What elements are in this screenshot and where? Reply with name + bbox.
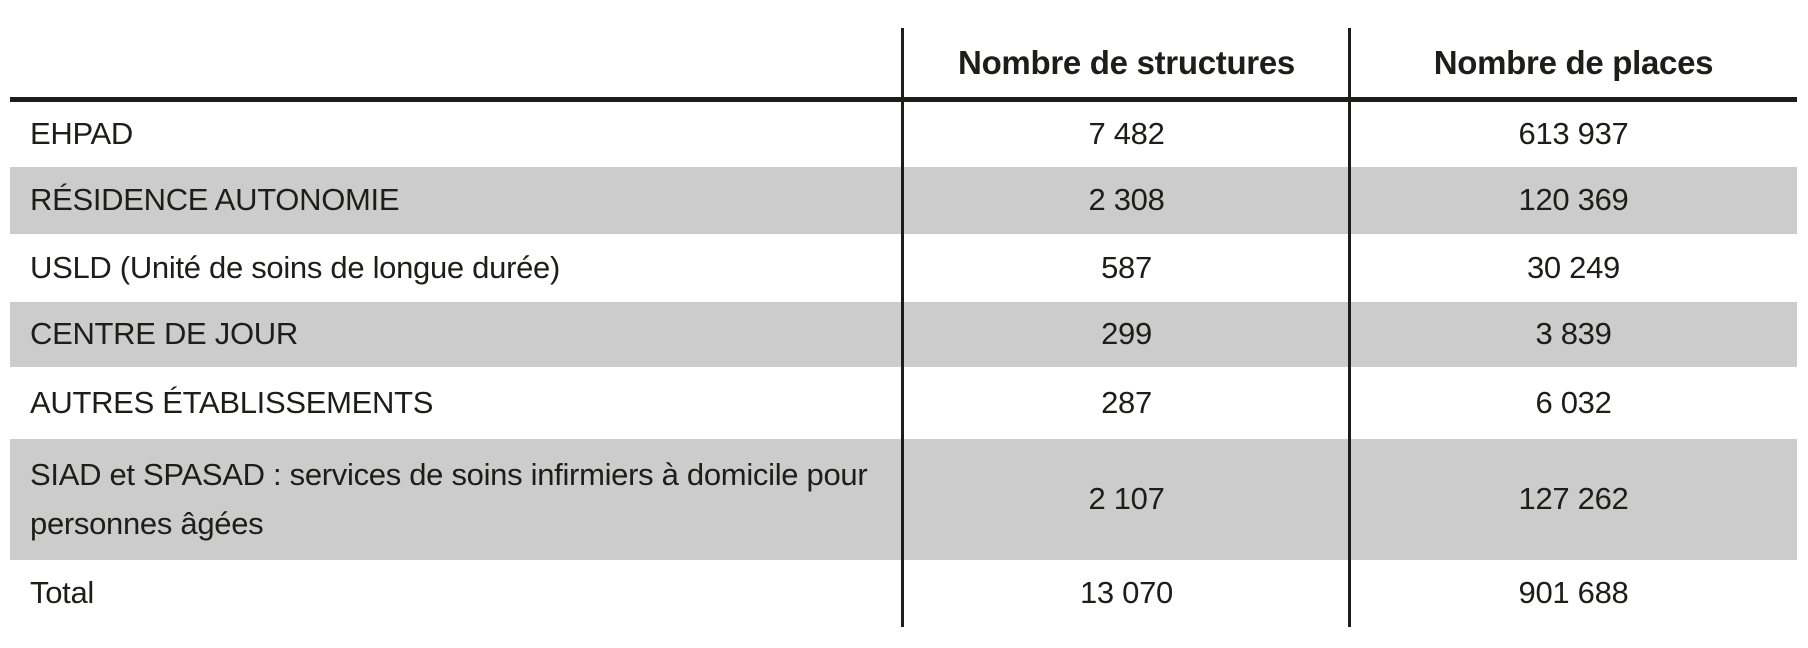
column-divider-structures	[901, 28, 904, 627]
row-label: AUTRES ÉTABLISSEMENTS	[30, 384, 434, 420]
row-label: SIAD et SPASAD : services de soins infir…	[30, 457, 868, 541]
places-value: 30 249	[1526, 249, 1621, 285]
structures-value: 299	[1101, 316, 1152, 352]
places-value: 901 688	[1518, 575, 1629, 611]
row-label: USLD (Unité de soins de longue durée)	[30, 249, 560, 285]
places-value: 3 839	[1535, 316, 1612, 352]
row-label: RÉSIDENCE AUTONOMIE	[30, 182, 400, 218]
structures-value: 587	[1101, 249, 1152, 285]
structures-places-table: Nombre de structures Nombre de places EH…	[10, 28, 1797, 627]
structures-value: 2 107	[1088, 481, 1165, 517]
header-structures: Nombre de structures	[958, 43, 1295, 81]
structures-value: 2 308	[1088, 182, 1165, 218]
table-row: Total 13 070 901 688	[10, 560, 1797, 627]
row-label: Total	[30, 575, 94, 611]
structures-value: 287	[1101, 384, 1152, 420]
places-value: 120 369	[1518, 182, 1629, 218]
column-divider-places	[1348, 28, 1351, 627]
table-row: AUTRES ÉTABLISSEMENTS 287 6 032	[10, 367, 1797, 439]
places-value: 6 032	[1535, 384, 1612, 420]
table-row: USLD (Unité de soins de longue durée) 58…	[10, 234, 1797, 302]
header-places: Nombre de places	[1433, 43, 1714, 81]
places-value: 613 937	[1518, 116, 1629, 152]
table-row: EHPAD 7 482 613 937	[10, 102, 1797, 167]
structures-value: 7 482	[1088, 116, 1165, 152]
structures-value: 13 070	[1079, 575, 1174, 611]
row-label: CENTRE DE JOUR	[30, 316, 298, 352]
row-label: EHPAD	[30, 116, 134, 152]
places-value: 127 262	[1518, 481, 1629, 517]
